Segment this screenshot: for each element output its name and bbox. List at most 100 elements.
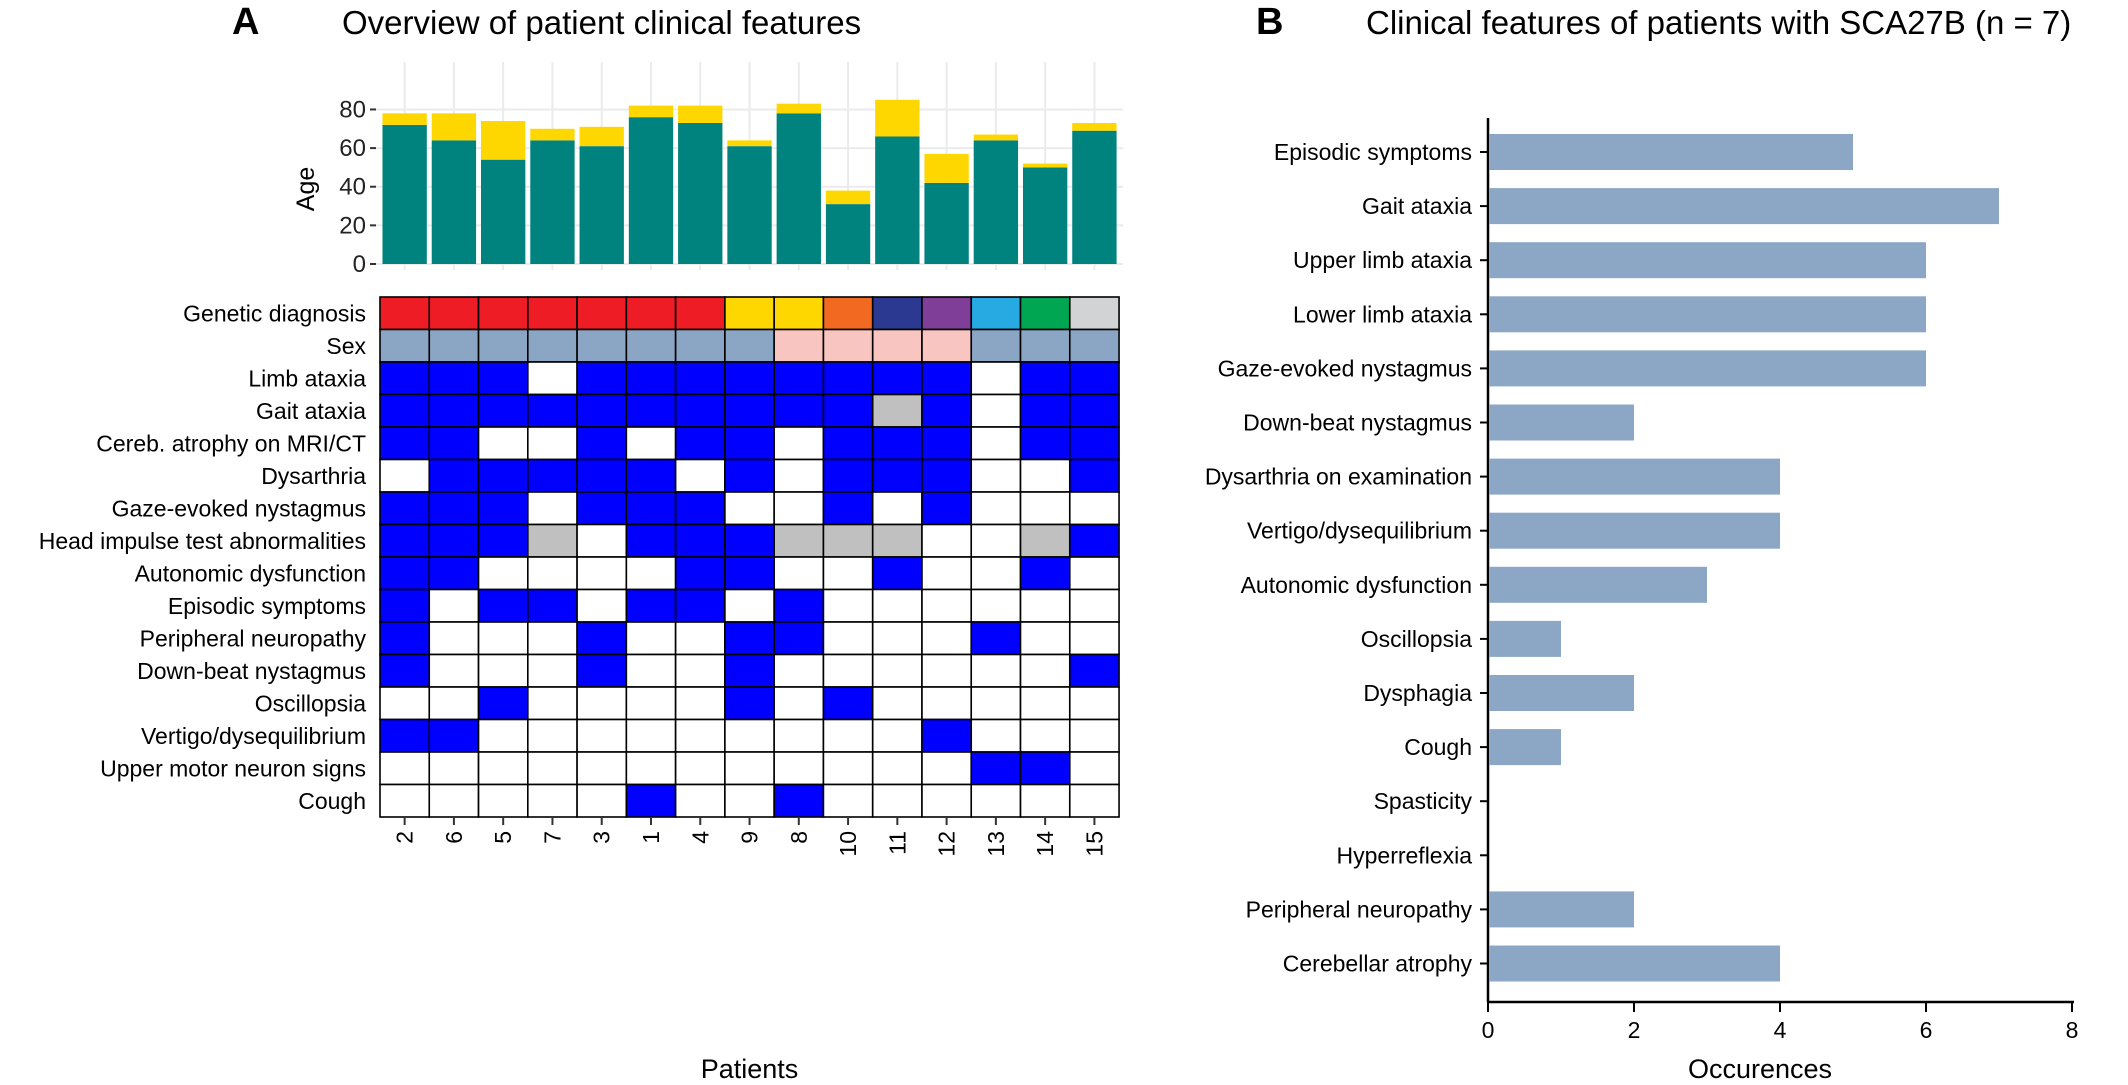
heatmap-cell [527, 783, 578, 818]
age-bar-yellow [776, 103, 821, 114]
heatmap-cell [379, 361, 431, 396]
heatmap-cell [674, 328, 726, 363]
hbar-category-label: Cough [1404, 734, 1472, 760]
heatmap-cell [527, 588, 578, 623]
heatmap-cell [970, 751, 1022, 786]
age-bar-teal [1022, 167, 1068, 264]
heatmap-cell [921, 751, 973, 786]
heatmap-row-label: Gait ataxia [256, 398, 366, 424]
heatmap-cell [379, 296, 431, 331]
heatmap-cell [970, 361, 1022, 396]
heatmap-cell [822, 426, 874, 461]
heatmap-cell [428, 523, 480, 558]
heatmap-cell [379, 783, 431, 818]
heatmap-cell [625, 653, 677, 688]
heatmap-cell [1068, 653, 1120, 688]
heatmap-cell [773, 751, 825, 786]
heatmap-cell [773, 393, 825, 428]
heatmap-x-tick-label: 6 [441, 831, 467, 844]
heatmap-cell [773, 328, 825, 363]
heatmap-cell [871, 621, 923, 656]
hbar-category-label: Down-beat nystagmus [1243, 410, 1472, 436]
heatmap-cell [921, 296, 973, 331]
heatmap-cell [970, 783, 1022, 818]
hbar-x-tick-label: 0 [1482, 1017, 1495, 1043]
heatmap-cell [477, 458, 529, 493]
hbar-bar [1489, 296, 1926, 333]
hbar-bar [1489, 891, 1634, 928]
heatmap-cell [527, 296, 578, 331]
heatmap-cell [970, 328, 1022, 363]
heatmap-cell [1019, 393, 1071, 428]
heatmap-cell [773, 686, 825, 721]
age-bar-teal [875, 136, 920, 264]
hbar-x-tick-label: 2 [1628, 1017, 1641, 1043]
hbar-category-label: Cerebellar atrophy [1283, 951, 1473, 977]
heatmap-cell [674, 458, 726, 493]
age-bar-yellow [530, 128, 575, 141]
heatmap-cell [871, 328, 923, 363]
heatmap-x-tick-label: 1 [638, 831, 664, 844]
age-bar-yellow [431, 113, 477, 141]
heatmap-cell [773, 588, 825, 623]
heatmap-cell [970, 523, 1022, 558]
heatmap-cell [576, 491, 628, 526]
heatmap-cell [674, 361, 726, 396]
age-y-tick-label: 20 [339, 212, 366, 239]
heatmap-x-tick-label: 11 [884, 831, 910, 855]
heatmap-cell [921, 686, 973, 721]
heatmap-row-label: Down-beat nystagmus [137, 658, 366, 684]
heatmap-cell [428, 393, 480, 428]
heatmap-cell [379, 621, 431, 656]
heatmap-cell [428, 718, 480, 753]
hbar-bar [1489, 350, 1926, 387]
age-bar-teal [924, 182, 969, 264]
heatmap-cell [970, 718, 1022, 753]
heatmap-cell [724, 523, 775, 558]
hbar-category-label: Episodic symptoms [1274, 139, 1472, 165]
heatmap-cell [871, 296, 923, 331]
heatmap-cell [1068, 393, 1120, 428]
heatmap-cell [822, 718, 874, 753]
heatmap-cell [1068, 686, 1120, 721]
heatmap-cell [576, 523, 628, 558]
heatmap-cell [724, 556, 775, 591]
heatmap-cell [921, 491, 973, 526]
heatmap-x-tick-label: 9 [737, 831, 763, 844]
heatmap-cell [1019, 751, 1071, 786]
heatmap-cell [576, 296, 628, 331]
heatmap-x-tick-label: 3 [589, 831, 615, 844]
hbar-bar [1489, 242, 1926, 279]
heatmap-cell [1068, 361, 1120, 396]
hbar-category-label: Gait ataxia [1362, 193, 1472, 219]
heatmap-cell [576, 328, 628, 363]
age-bar-yellow [678, 105, 723, 123]
heatmap-cell [625, 361, 677, 396]
hbar-x-tick-label: 6 [1920, 1017, 1933, 1043]
age-bar-yellow [579, 126, 624, 147]
heatmap-cell [822, 556, 874, 591]
heatmap-cell [428, 556, 480, 591]
heatmap-cell [625, 458, 677, 493]
heatmap-row-label: Vertigo/dysequilibrium [141, 723, 366, 749]
age-bar-chart: 0 20 40 60 80 Age [292, 62, 1124, 278]
hbar-bar [1489, 458, 1780, 495]
heatmap-cell [1068, 523, 1120, 558]
heatmap-cell [1068, 621, 1120, 656]
heatmap-x-tick-label: 8 [786, 831, 812, 844]
age-bar-teal [678, 122, 723, 265]
heatmap-cell [970, 491, 1022, 526]
hbar-category-label: Oscillopsia [1361, 626, 1472, 652]
heatmap-cell [527, 458, 578, 493]
heatmap-cell [477, 491, 529, 526]
heatmap-cell [871, 718, 923, 753]
hbar-bar [1489, 945, 1780, 982]
heatmap-cell [576, 686, 628, 721]
heatmap-cell [921, 523, 973, 558]
heatmap-cell [1068, 751, 1120, 786]
heatmap-cell [625, 523, 677, 558]
heatmap-cell [921, 783, 973, 818]
heatmap-cell [970, 426, 1022, 461]
heatmap-cell [576, 718, 628, 753]
heatmap-cell [674, 588, 726, 623]
